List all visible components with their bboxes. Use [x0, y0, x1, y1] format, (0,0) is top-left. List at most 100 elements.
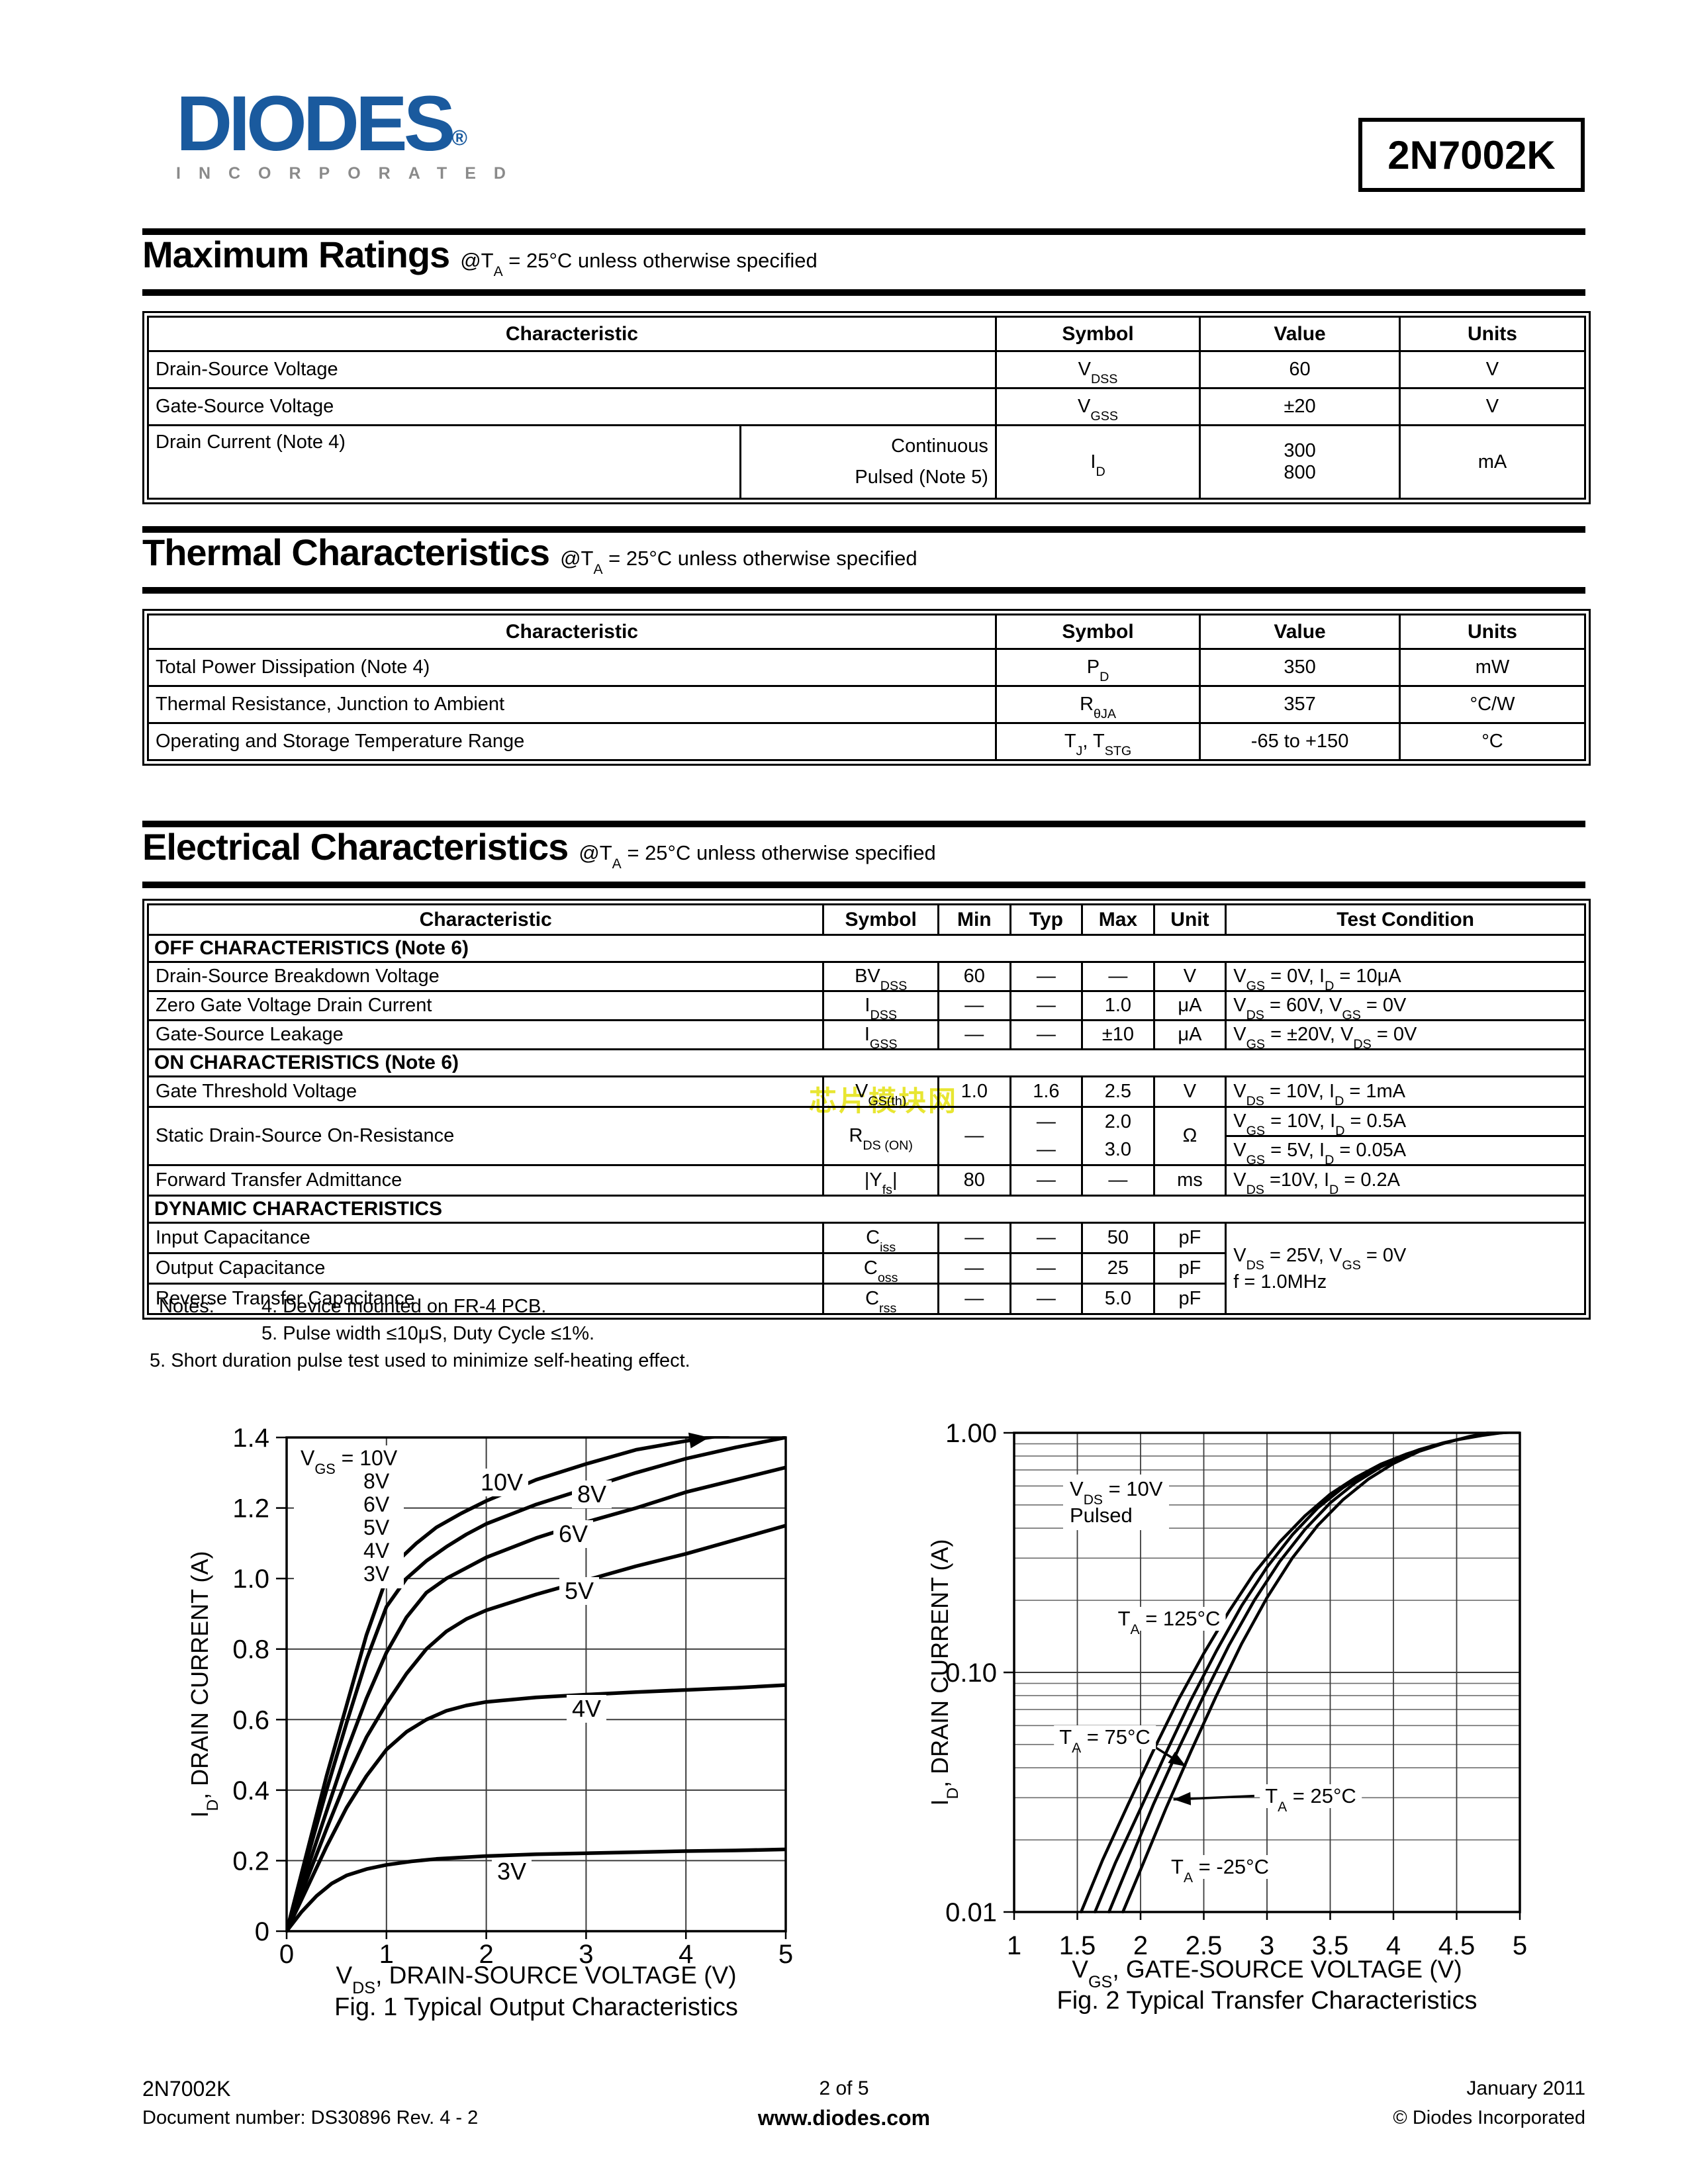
fig2-caption: Fig. 2 Typical Transfer Characteristics: [1056, 1987, 1477, 2015]
cell-min: 80: [937, 1164, 1011, 1197]
cell-characteristic: Forward Transfer Admittance: [146, 1164, 825, 1197]
legend-item: 5V: [363, 1516, 390, 1539]
cell-min: —: [937, 1252, 1011, 1285]
cell-symbol: VDSS: [994, 350, 1201, 389]
cell-condition: VGS = 10V, ID = 0.5A: [1225, 1106, 1586, 1138]
legend-item: 4V: [363, 1539, 390, 1563]
section-rule: [142, 821, 1585, 827]
part-number: 2N7002K: [1387, 132, 1556, 177]
cell-symbol: IDSS: [822, 990, 940, 1022]
cell-units: V: [1398, 350, 1587, 389]
cell-unit: μA: [1152, 990, 1227, 1021]
cell-characteristic: Gate-Source Leakage: [146, 1019, 825, 1050]
cell-characteristic: Drain-Source Voltage: [147, 350, 997, 389]
cell-typ: —: [1009, 1164, 1084, 1197]
col-header: Units: [1398, 614, 1587, 650]
cell-units: mW: [1398, 648, 1587, 687]
curve-label-4v: 4V: [566, 1695, 607, 1723]
cell-max: 25: [1081, 1252, 1155, 1285]
logo: DIODES® INCORPORATED: [176, 85, 524, 182]
footer-right: January 2011 © Diodes Incorporated: [1393, 2074, 1585, 2132]
condition-line: f = 1.0MHz: [1233, 1271, 1327, 1293]
fig1-legend: VGS = 10V 8V 6V 5V 4V 3V: [294, 1445, 404, 1588]
cell-units: mA: [1398, 424, 1587, 500]
notes-label: Notes:: [159, 1296, 214, 1317]
section-heading: Thermal Characteristics: [142, 531, 550, 573]
cell-max: 2.0: [1081, 1106, 1155, 1136]
cell-units: V: [1398, 387, 1587, 426]
cell-unit: V: [1152, 961, 1227, 992]
svg-text:4: 4: [679, 1940, 693, 1969]
cell-unit: ms: [1152, 1164, 1227, 1197]
cell-characteristic: Gate-Source Voltage: [147, 387, 997, 426]
col-header: Value: [1199, 614, 1401, 650]
cell-typ: —: [1009, 1136, 1084, 1166]
fig2-chart: 1.00 0.10 0.01 1 1.5 2 2.5 3 3.5 4 4.5 5: [945, 1419, 1527, 1960]
svg-text:1.0: 1.0: [232, 1565, 269, 1594]
cell-condition: VGS = 0V, ID = 10μA: [1225, 961, 1586, 993]
col-header: Units: [1398, 316, 1587, 352]
annotation-125c: TA = 125°C: [1112, 1607, 1226, 1637]
cell-units: °C: [1398, 722, 1587, 761]
curve-label-5v: 5V: [559, 1577, 600, 1605]
col-header: Min: [937, 903, 1011, 936]
cell-symbol: VGSS: [994, 387, 1201, 426]
section-label: DYNAMIC CHARACTERISTICS: [147, 1195, 1586, 1224]
figure-2: 1.00 0.10 0.01 1 1.5 2 2.5 3 3.5 4 4.5 5 ID, DRAIN …: [914, 1396, 1595, 2046]
section-subtitle: @TA = 25°C unless otherwise specified: [460, 249, 818, 280]
cell-unit: V: [1152, 1075, 1227, 1108]
cell-condition: VDS = 25V, VGS = 0V f = 1.0MHz: [1225, 1222, 1586, 1315]
cell-unit: Ω: [1152, 1106, 1227, 1166]
table-row: Gate Threshold Voltage VGS(th) 1.0 1.6 2…: [146, 1075, 1586, 1108]
col-header: Test Condition: [1225, 903, 1586, 936]
max-ratings-title: Maximum Ratings @TA = 25°C unless otherw…: [142, 233, 818, 280]
cell-characteristic: Operating and Storage Temperature Range: [147, 722, 997, 761]
table-row: Input Capacitance Ciss — — 50 pF VDS = 2…: [146, 1222, 1586, 1315]
table-row: Drain Current (Note 4) Continuous Pulsed…: [147, 424, 1587, 500]
table-row: Static Drain-Source On-Resistance RDS (O…: [146, 1106, 1586, 1166]
footer-date: January 2011: [1466, 2077, 1585, 2099]
cell-max: 50: [1081, 1222, 1155, 1254]
svg-text:2: 2: [1133, 1931, 1148, 1960]
cell-sublabels: Continuous Pulsed (Note 5): [739, 426, 995, 498]
fig2-condition-note: VDS = 10V Pulsed: [1063, 1475, 1170, 1530]
col-header: Symbol: [822, 903, 940, 936]
svg-text:2: 2: [479, 1940, 493, 1969]
sub-label: Continuous: [891, 435, 988, 457]
cell-characteristic: Thermal Resistance, Junction to Ambient: [147, 685, 997, 724]
svg-text:1.5: 1.5: [1059, 1931, 1096, 1960]
max-ratings-table: Characteristic Symbol Value Units Drain-…: [142, 311, 1591, 504]
table-row: Total Power Dissipation (Note 4) PD 350 …: [147, 648, 1587, 687]
fig1-x-axis-label: VDS, DRAIN-SOURCE VOLTAGE (V): [336, 1962, 737, 1998]
section-row: DYNAMIC CHARACTERISTICS: [147, 1195, 1586, 1224]
cell-max: 2.5: [1081, 1075, 1155, 1108]
thermal-title: Thermal Characteristics @TA = 25°C unles…: [142, 531, 917, 576]
annotation-75c: TA = 75°C: [1054, 1725, 1156, 1755]
section-heading: Maximum Ratings: [142, 234, 450, 275]
cell-min: 1.0: [937, 1075, 1011, 1108]
cell-typ: 1.6: [1009, 1075, 1084, 1108]
footer-copyright: © Diodes Incorporated: [1393, 2107, 1585, 2128]
cell-characteristic: Total Power Dissipation (Note 4): [147, 648, 997, 687]
cell-symbol: Crss: [822, 1283, 940, 1315]
table-header-row: Characteristic Symbol Value Units: [147, 316, 1587, 352]
value-pulsed: 800: [1284, 462, 1316, 483]
cell-characteristic: Gate Threshold Voltage: [146, 1075, 825, 1108]
cell-symbol: Coss: [822, 1252, 940, 1285]
cell-min: —: [937, 1106, 1011, 1166]
part-number-box: 2N7002K: [1358, 118, 1585, 192]
electrical-title: Electrical Characteristics @TA = 25°C un…: [142, 825, 936, 871]
thermal-table: Characteristic Symbol Value Units Total …: [142, 609, 1591, 766]
table-row: Gate-Source Leakage IGSS — — ±10 μA VGS …: [146, 1019, 1586, 1051]
svg-text:1: 1: [1007, 1931, 1021, 1960]
annotation-minus25c: TA = -25°C: [1166, 1855, 1274, 1885]
cell-symbol: ID: [994, 424, 1201, 500]
svg-text:1.4: 1.4: [232, 1424, 269, 1453]
svg-text:3: 3: [1260, 1931, 1274, 1960]
cell-symbol: VGS(th): [822, 1075, 940, 1108]
cell-characteristic: Reverse Transfer Capacitance: [146, 1283, 825, 1315]
section-rule: [142, 228, 1585, 235]
cell-symbol: PD: [994, 648, 1201, 687]
cell-unit: pF: [1152, 1252, 1227, 1285]
